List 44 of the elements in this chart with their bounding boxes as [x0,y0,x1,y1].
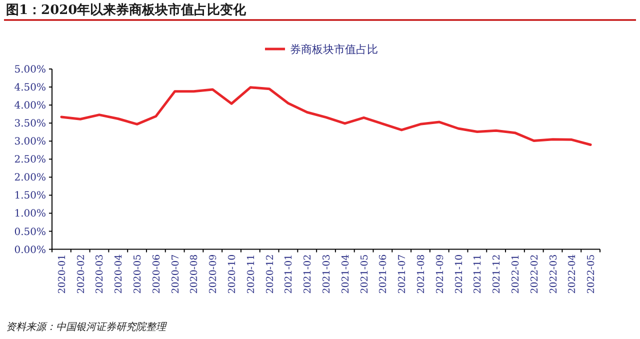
x-tick-label: 2020-06 [151,254,162,294]
y-tick-label: 1.00% [14,208,46,220]
x-tick-label: 2020-01 [56,254,68,294]
text: 资料来源：中国银河证券研究院整理 [6,321,167,333]
legend: 券商板块市值占比 [265,43,378,56]
x-tick-label: 2021-04 [340,254,352,294]
y-tick-label: 0.00% [14,244,46,256]
x-tick-label: 2021-11 [472,254,484,294]
x-tick-label: 2021-03 [322,254,332,294]
x-tick-label: 2022-04 [567,254,578,294]
y-tick-label: 2.00% [14,172,46,184]
x-tick-label: 2020-03 [94,254,106,294]
x-tick-label: 2020-04 [114,254,125,294]
x-tick-label: 2020-07 [170,254,182,294]
x-tick-label: 2021-08 [416,254,427,294]
x-tick-label: 2021-02 [302,254,314,294]
x-tick-label: 2021-09 [434,254,446,294]
y-tick-label: 2.50% [14,154,46,166]
x-tick-label: 2021-06 [378,254,390,294]
x-tick-label: 2022-02 [529,254,540,294]
x-tick-label: 2021-01 [284,254,295,294]
legend-label: 券商板块市值占比 [290,43,378,56]
x-tick-label: 2022-01 [510,254,522,294]
x-tick-label: 2020-10 [227,254,238,294]
x-tick-label: 2020-11 [246,254,257,294]
x-tick-label: 2020-05 [132,254,144,294]
y-tick-label: 4.00% [14,100,46,112]
y-tick-label: 1.50% [14,190,46,202]
y-tick-label: 3.50% [14,118,46,130]
x-tick-label: 2022-03 [548,254,560,294]
y-tick-label: 0.50% [14,226,46,238]
y-tick-label: 4.50% [14,82,46,94]
x-tick-label: 2021-07 [397,254,408,294]
x-tick-label: 2020-02 [76,254,87,294]
x-tick-label: 2022-05 [586,254,598,294]
x-tick-label: 2021-10 [454,254,465,294]
y-tick-label: 5.00% [14,64,46,76]
title: 图1：2020年以来券商板块市值占比变化 [6,3,246,18]
x-tick-label: 2020-12 [264,254,276,294]
x-tick-label: 2021-05 [359,254,370,294]
x-tick-label: 2020-08 [189,254,200,294]
y-tick-label: 3.00% [14,136,46,148]
x-tick-label: 2020-09 [208,254,220,294]
x-tick-label: 2021-12 [492,254,503,294]
